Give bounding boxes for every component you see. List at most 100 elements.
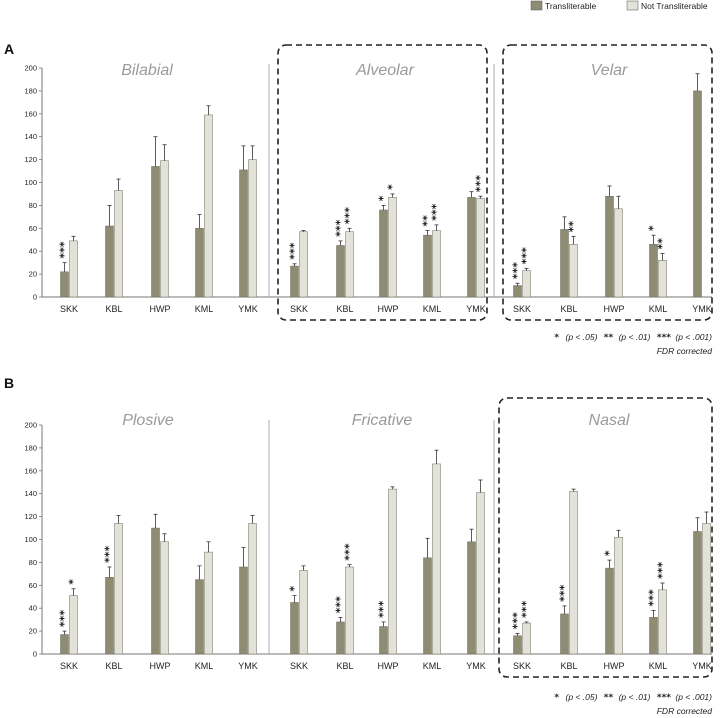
bar-bilabial-hwp-not-transliterable bbox=[160, 160, 169, 298]
x-tick-label-velar-ymk: YMK bbox=[692, 304, 712, 314]
x-tick-label-nasal-skk: SKK bbox=[513, 661, 531, 671]
bar-plosive-kml-not-transliterable bbox=[204, 551, 213, 655]
bar-velar-ymk-transliterable bbox=[693, 90, 702, 298]
bar-plosive-hwp-transliterable bbox=[151, 527, 160, 655]
bar-alveolar-ymk-transliterable bbox=[467, 197, 476, 298]
note-a-sig3: (p < .001) bbox=[675, 332, 712, 342]
bars-b: SKK****KBL***HWP KML YMK SKK*KBL******HWP**… bbox=[58, 449, 712, 671]
significance-marker: *** bbox=[520, 600, 533, 618]
panel-label-a: A bbox=[4, 41, 14, 57]
y-tick-label: 60 bbox=[29, 224, 37, 233]
significance-marker: * bbox=[288, 586, 301, 592]
bar-bilabial-kbl-transliterable bbox=[105, 225, 114, 298]
x-tick-label-nasal-hwp: HWP bbox=[604, 661, 625, 671]
x-tick-label-nasal-ymk: YMK bbox=[692, 661, 712, 671]
x-tick-label-velar-kbl: KBL bbox=[560, 304, 577, 314]
svg-text:* (p < .05) **: * (p < .05) ** (p < .01) *** (p < .001) bbox=[554, 692, 712, 703]
y-tick-label: 20 bbox=[29, 270, 37, 279]
y-tick-label: 180 bbox=[24, 86, 37, 95]
x-tick-label-nasal-kml: KML bbox=[649, 661, 668, 671]
bar-velar-kbl-not-transliterable bbox=[569, 244, 578, 298]
bar-plosive-ymk-not-transliterable bbox=[248, 523, 257, 655]
x-tick-label-plosive-kbl: KBL bbox=[105, 661, 122, 671]
note-b-star-3: *** bbox=[657, 693, 671, 703]
bar-velar-hwp-transliterable bbox=[605, 195, 614, 298]
legend-label-transliterable: Transliterable bbox=[545, 1, 596, 11]
bar-nasal-kml-not-transliterable bbox=[658, 589, 667, 655]
x-tick-label-plosive-ymk: YMK bbox=[238, 661, 258, 671]
panel-title-alveolar: Alveolar bbox=[355, 62, 414, 79]
bar-fricative-ymk-transliterable bbox=[467, 541, 476, 655]
bar-alveolar-skk-transliterable bbox=[290, 265, 299, 298]
panel-title-velar: Velar bbox=[591, 62, 628, 79]
bar-bilabial-skk-transliterable bbox=[60, 271, 69, 298]
y-ticks-a: 0 20 40 60 80 100 120 140 160 180 200 bbox=[24, 64, 42, 302]
significance-marker: *** bbox=[343, 543, 356, 561]
bar-nasal-skk-not-transliterable bbox=[522, 622, 531, 655]
bar-bilabial-kbl-not-transliterable bbox=[114, 190, 123, 298]
significance-marker: *** bbox=[430, 203, 443, 221]
bar-bilabial-kml-transliterable bbox=[195, 228, 204, 298]
significance-marker: *** bbox=[520, 247, 533, 265]
panel-title-plosive: Plosive bbox=[122, 412, 174, 429]
y-tick-label: 80 bbox=[29, 201, 37, 210]
y-tick-label: 120 bbox=[24, 512, 37, 521]
bar-velar-kml-transliterable bbox=[649, 244, 658, 298]
x-tick-label-fricative-kbl: KBL bbox=[336, 661, 353, 671]
bar-nasal-ymk-not-transliterable bbox=[702, 523, 711, 655]
note-b-correction: FDR corrected bbox=[657, 706, 713, 716]
bar-plosive-kml-transliterable bbox=[195, 579, 204, 655]
x-tick-label-alveolar-kml: KML bbox=[423, 304, 442, 314]
x-tick-label-plosive-skk: SKK bbox=[60, 661, 78, 671]
y-tick-label: 20 bbox=[29, 627, 37, 636]
bar-velar-skk-transliterable bbox=[513, 285, 522, 298]
significance-marker: ** bbox=[567, 221, 580, 233]
x-tick-label-fricative-hwp: HWP bbox=[378, 661, 399, 671]
significance-marker: ** bbox=[421, 215, 434, 227]
significance-marker: * bbox=[386, 184, 399, 190]
bars-a: SKK***KBL HWP KML YMK SKK***KBL******HWP**KM… bbox=[58, 73, 712, 314]
legend-swatch-transliterable bbox=[530, 0, 543, 11]
bar-velar-kml-not-transliterable bbox=[658, 260, 667, 298]
bar-alveolar-kml-not-transliterable bbox=[432, 230, 441, 298]
bar-alveolar-skk-not-transliterable bbox=[299, 231, 308, 298]
x-tick-label-fricative-ymk: YMK bbox=[466, 661, 486, 671]
bar-nasal-ymk-transliterable bbox=[693, 531, 702, 655]
significance-marker: *** bbox=[58, 241, 71, 259]
panel-label-b: B bbox=[4, 375, 14, 391]
significance-marker: *** bbox=[474, 175, 487, 193]
significance-marker: *** bbox=[58, 610, 71, 628]
chart-b: B 0 20 40 60 80 100 120 140 160 180 200 Plosive Fr… bbox=[4, 375, 713, 716]
y-tick-label: 100 bbox=[24, 178, 37, 187]
significance-marker: *** bbox=[511, 262, 524, 280]
y-tick-label: 120 bbox=[24, 155, 37, 164]
note-b-sig3: (p < .001) bbox=[675, 692, 712, 702]
x-tick-label-bilabial-skk: SKK bbox=[60, 304, 78, 314]
significance-marker: * bbox=[67, 579, 80, 585]
highlight-box-alveolar bbox=[277, 44, 488, 321]
bar-plosive-skk-not-transliterable bbox=[69, 595, 78, 655]
bar-bilabial-kml-not-transliterable bbox=[204, 114, 213, 298]
x-tick-label-fricative-skk: SKK bbox=[290, 661, 308, 671]
y-tick-label: 200 bbox=[24, 64, 37, 73]
bar-nasal-kbl-transliterable bbox=[560, 613, 569, 655]
bar-velar-skk-not-transliterable bbox=[522, 270, 531, 298]
significance-marker: ** bbox=[656, 238, 669, 250]
bar-fricative-hwp-transliterable bbox=[379, 626, 388, 655]
bar-bilabial-hwp-transliterable bbox=[151, 166, 160, 298]
significance-marker: *** bbox=[511, 612, 524, 630]
bar-fricative-hwp-not-transliterable bbox=[388, 488, 397, 655]
note-b-star-1: * bbox=[554, 693, 559, 703]
highlight-box-nasal bbox=[498, 397, 713, 678]
bar-plosive-skk-transliterable bbox=[60, 634, 69, 655]
y-tick-label: 200 bbox=[24, 421, 37, 430]
highlight-box-velar bbox=[502, 44, 713, 321]
bar-alveolar-hwp-not-transliterable bbox=[388, 197, 397, 298]
y-tick-label: 160 bbox=[24, 466, 37, 475]
note-a-sig2: (p < .01) bbox=[619, 332, 651, 342]
x-tick-label-nasal-kbl: KBL bbox=[560, 661, 577, 671]
note-b-sig1: (p < .05) bbox=[566, 692, 598, 702]
y-tick-label: 100 bbox=[24, 535, 37, 544]
note-a-star-3: *** bbox=[657, 333, 671, 343]
